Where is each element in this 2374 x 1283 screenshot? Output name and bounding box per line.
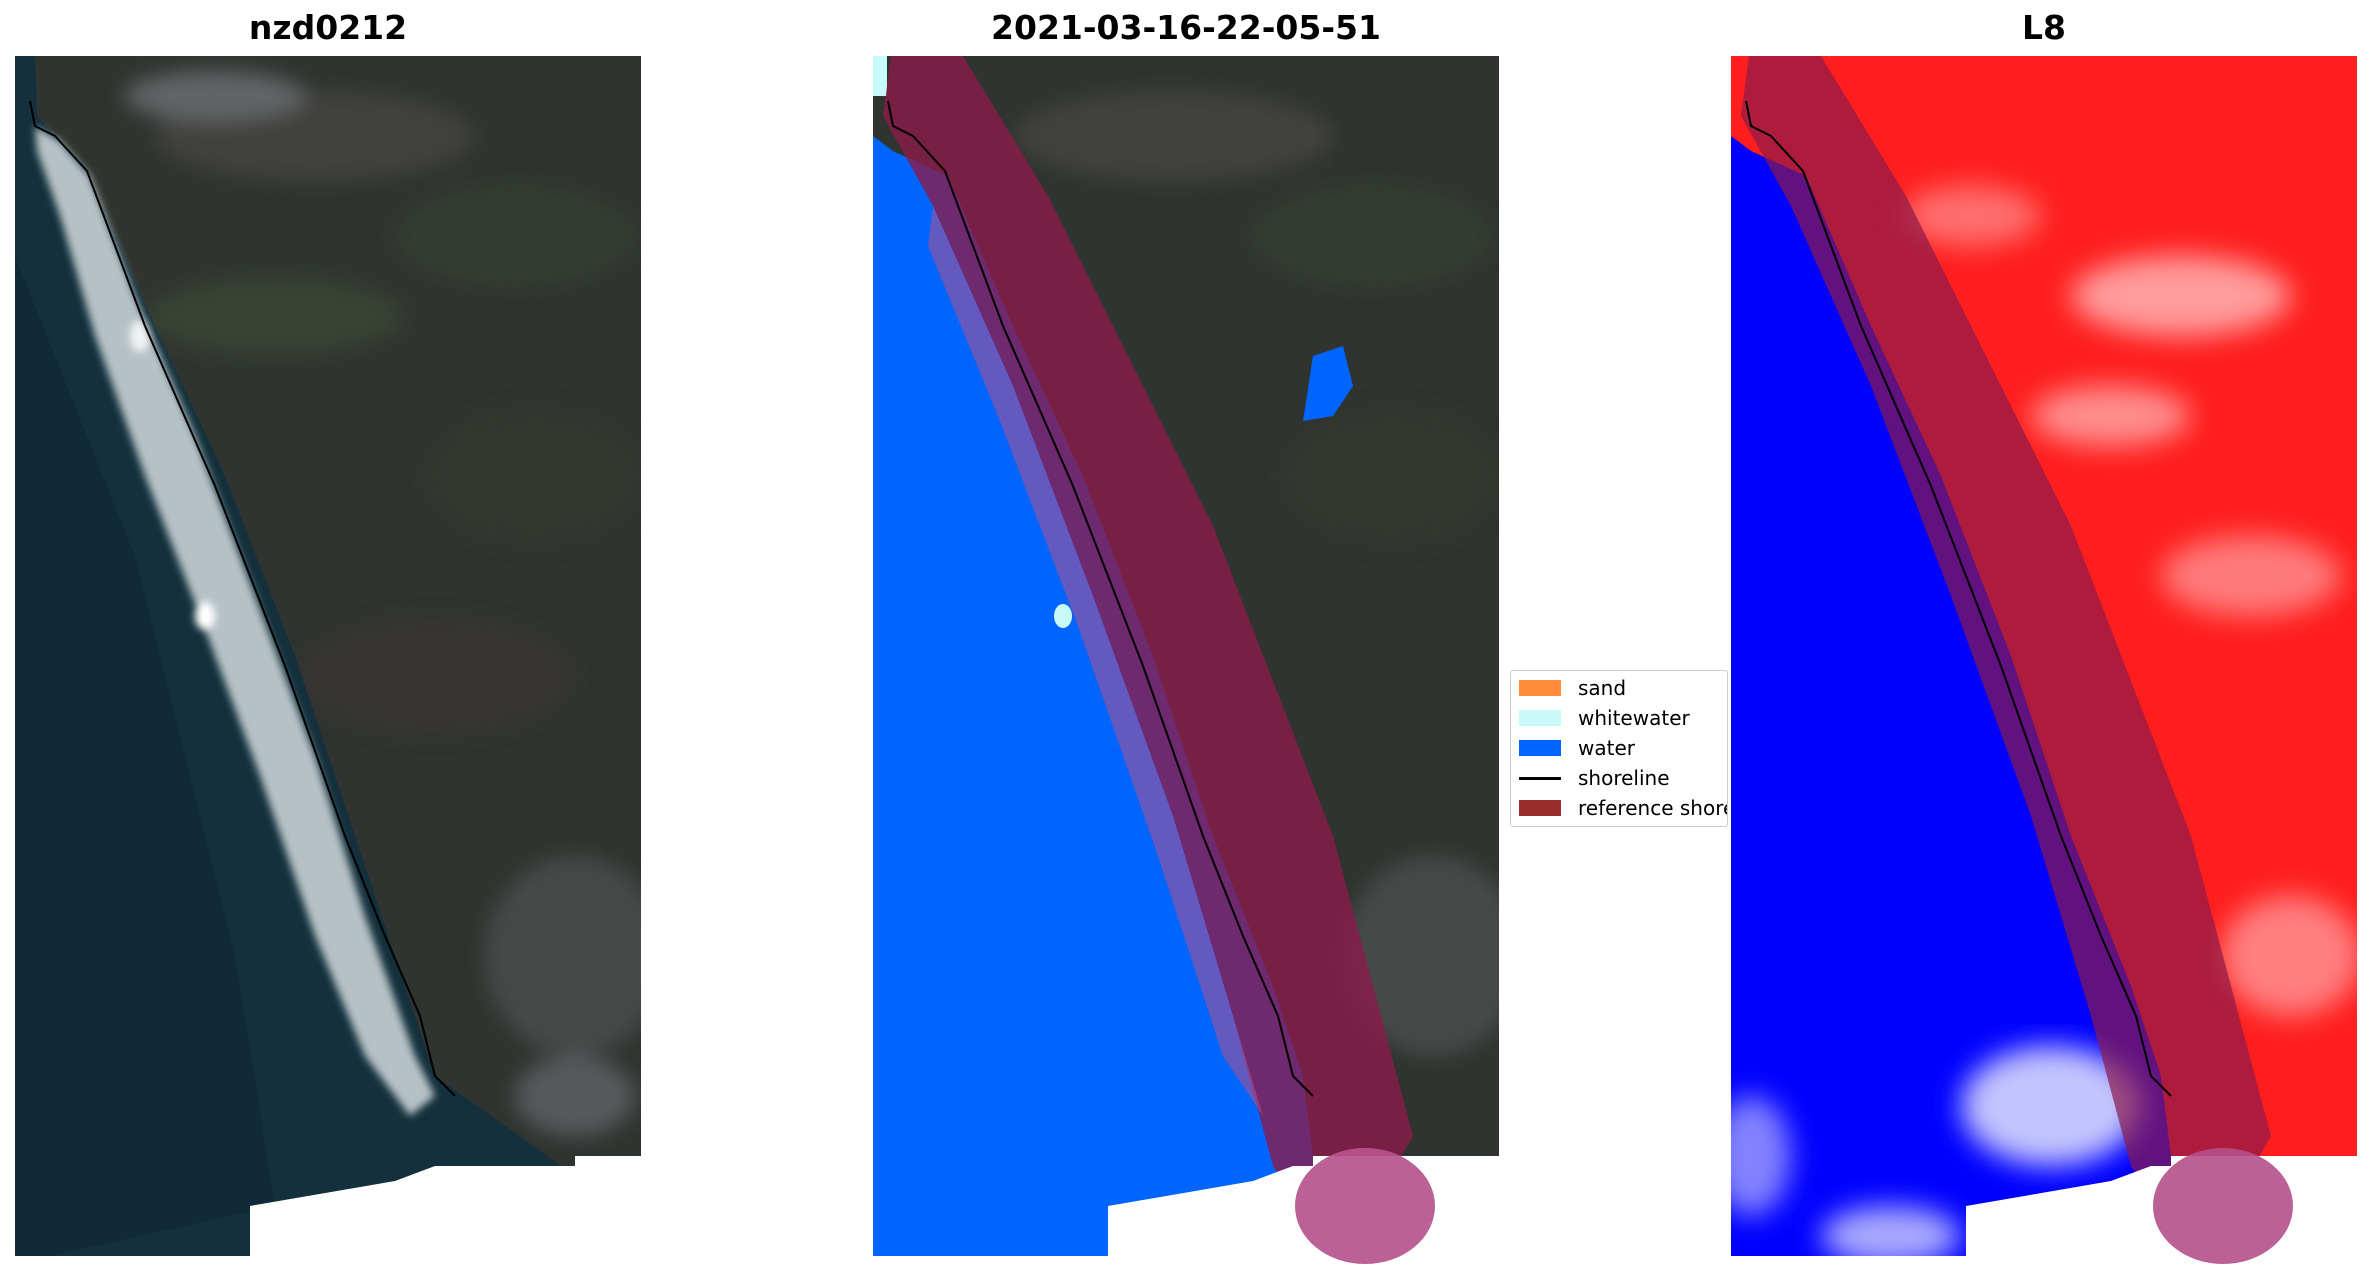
legend-label: water — [1578, 736, 1635, 760]
sand-swatch — [1519, 680, 1561, 696]
legend-item-shoreline: shoreline — [1519, 764, 1670, 792]
legend-item-whitewater: whitewater — [1519, 704, 1690, 732]
panel-title-index: L8 — [2022, 8, 2066, 47]
legend-item-water: water — [1519, 734, 1635, 762]
classified-image — [873, 56, 1499, 1264]
legend-label: whitewater — [1578, 706, 1690, 730]
rgb-satellite-image — [15, 56, 641, 1264]
legend-item-reference-shoreline: reference shoreline — [1519, 794, 1727, 822]
index-image — [1731, 56, 2357, 1264]
legend-label: sand — [1578, 676, 1627, 700]
legend-item-sand: sand — [1519, 674, 1626, 702]
legend-label: shoreline — [1578, 766, 1670, 790]
whitewater-swatch — [1519, 710, 1561, 726]
legend: sand whitewater water shoreline referenc… — [1510, 670, 1728, 827]
legend-label: reference shoreline — [1578, 796, 1727, 820]
panel-title-classified: 2021-03-16-22-05-51 — [991, 8, 1381, 47]
shoreline-line-swatch — [1519, 776, 1561, 780]
water-swatch — [1519, 740, 1561, 756]
panel-title-rgb: nzd0212 — [248, 8, 408, 47]
reference-shoreline-swatch — [1519, 800, 1561, 816]
